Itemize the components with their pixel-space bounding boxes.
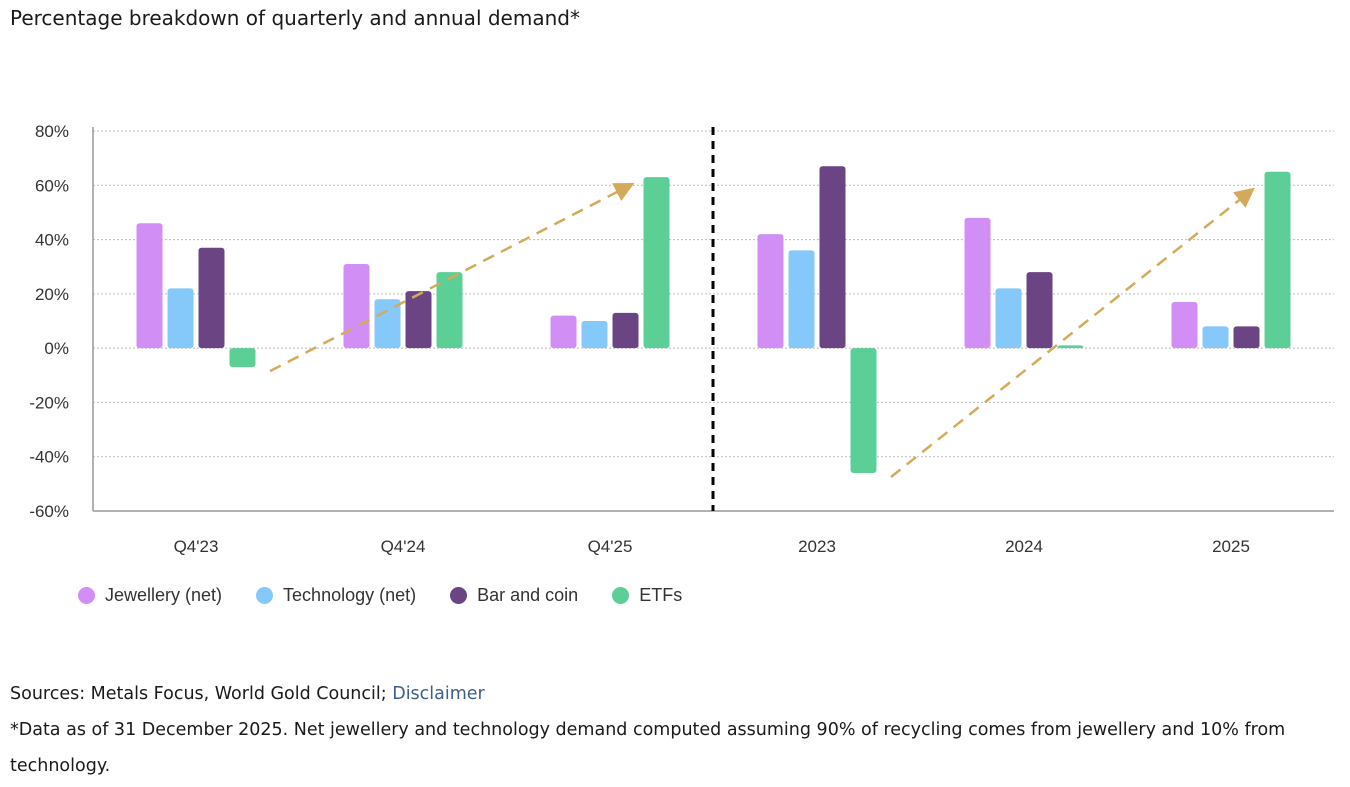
- bar-jewellery-net--Q4'24: [343, 264, 370, 349]
- bar-etfs-Q4'25: [643, 177, 670, 349]
- legend-swatch-icon: [450, 587, 468, 604]
- bar-jewellery-net--2025: [1171, 302, 1198, 349]
- y-tick-label: 80%: [35, 122, 69, 141]
- legend-label: Bar and coin: [477, 585, 579, 605]
- legend-swatch-icon: [256, 587, 274, 604]
- legend-swatch-icon: [612, 587, 630, 604]
- bar-technology-net--2025: [1202, 326, 1229, 349]
- legend-item[interactable]: Bar and coin: [450, 585, 578, 606]
- bar-etfs-Q4'23: [229, 348, 256, 368]
- x-tick-label: 2024: [1005, 537, 1043, 556]
- legend-swatch-icon: [78, 587, 95, 604]
- sources-text: Sources: Metals Focus, World Gold Counci…: [10, 684, 393, 704]
- footnote: *Data as of 31 December 2025. Net jewell…: [10, 720, 1286, 776]
- bar-etfs-2025: [1264, 171, 1291, 349]
- trend-arrow: [890, 187, 1255, 478]
- legend-label: Jewellery (net): [105, 585, 223, 605]
- bar-bar-and-coin-2023: [819, 166, 846, 349]
- x-tick-label: Q4'25: [588, 537, 633, 556]
- legend-item[interactable]: ETFs: [612, 585, 682, 606]
- y-tick-label: 0%: [44, 339, 69, 358]
- bar-etfs-Q4'24: [436, 272, 463, 349]
- y-tick-label: -20%: [29, 393, 69, 412]
- y-tick-label: 20%: [35, 285, 69, 304]
- bar-jewellery-net--Q4'23: [136, 223, 163, 349]
- bar-technology-net--Q4'25: [581, 321, 608, 349]
- bar-bar-and-coin-2025: [1233, 326, 1260, 349]
- x-tick-label: Q4'24: [381, 537, 426, 556]
- legend-label: ETFs: [639, 585, 683, 605]
- x-tick-label: 2025: [1212, 537, 1250, 556]
- bar-etfs-2023: [850, 348, 877, 473]
- x-tick-label: Q4'23: [174, 537, 219, 556]
- y-tick-label: -40%: [29, 448, 69, 467]
- bar-jewellery-net--Q4'25: [550, 315, 577, 349]
- notes: Sources: Metals Focus, World Gold Counci…: [10, 676, 1345, 784]
- bar-technology-net--Q4'24: [374, 299, 401, 349]
- bar-bar-and-coin-Q4'23: [198, 247, 225, 349]
- bar-jewellery-net--2024: [964, 217, 991, 349]
- bar-jewellery-net--2023: [757, 234, 784, 349]
- legend-item[interactable]: Jewellery (net): [78, 585, 222, 606]
- bar-technology-net--Q4'23: [167, 288, 194, 349]
- chart-title: Percentage breakdown of quarterly and an…: [10, 6, 580, 30]
- bar-bar-and-coin-2024: [1026, 272, 1053, 349]
- trend-arrow: [269, 182, 635, 373]
- disclaimer-link[interactable]: Disclaimer: [392, 684, 485, 704]
- bar-technology-net--2023: [788, 250, 815, 349]
- y-tick-label: -60%: [29, 502, 69, 521]
- bar-technology-net--2024: [995, 288, 1022, 349]
- legend: Jewellery (net) Technology (net) Bar and c…: [78, 585, 682, 606]
- x-tick-label: 2023: [798, 537, 836, 556]
- bar-bar-and-coin-Q4'24: [405, 291, 432, 349]
- bar-etfs-2024: [1057, 345, 1084, 349]
- bar-bar-and-coin-Q4'25: [612, 312, 639, 349]
- y-tick-label: 60%: [35, 176, 69, 195]
- y-tick-label: 40%: [35, 231, 69, 250]
- legend-item[interactable]: Technology (net): [256, 585, 416, 606]
- legend-label: Technology (net): [283, 585, 417, 605]
